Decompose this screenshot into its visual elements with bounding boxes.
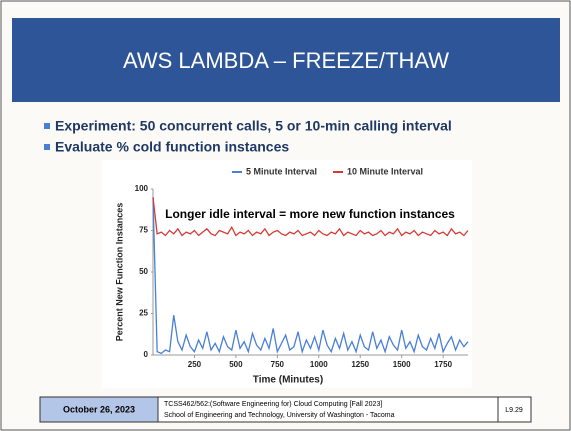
bullet-icon bbox=[44, 144, 50, 150]
footer-page: L9.29 bbox=[505, 407, 523, 414]
y-tick-label: 75 bbox=[139, 226, 148, 235]
x-tick-label: 750 bbox=[271, 360, 285, 369]
bullet: Evaluate % cold function instances bbox=[55, 139, 289, 155]
x-tick-label: 500 bbox=[229, 360, 243, 369]
x-tick-label: 1750 bbox=[434, 360, 452, 369]
x-tick-label: 1500 bbox=[393, 360, 411, 369]
y-tick-label: 0 bbox=[144, 350, 149, 359]
y-axis-label: Percent New Function Instances bbox=[114, 203, 124, 342]
x-tick-label: 1000 bbox=[310, 360, 328, 369]
x-axis-label: Time (Minutes) bbox=[253, 375, 323, 386]
slide-title: AWS LAMBDA – FREEZE/THAW bbox=[123, 48, 449, 73]
legend-label: 5 Minute Interval bbox=[246, 166, 317, 176]
legend-label: 10 Minute Interval bbox=[347, 166, 423, 176]
y-tick-label: 100 bbox=[135, 184, 149, 193]
chart-area bbox=[102, 160, 472, 388]
footer-course: TCSS462/562:(Software Engineering for) C… bbox=[164, 401, 382, 408]
y-tick-label: 50 bbox=[139, 267, 148, 276]
series-line bbox=[152, 197, 469, 355]
chart: 0 25 50 75 100 250 500 750 1000 1250 1500 1750 5 Min… bbox=[135, 166, 469, 369]
bullet-icon bbox=[44, 123, 50, 129]
series-line bbox=[152, 197, 469, 237]
title-bar bbox=[12, 18, 560, 102]
footer-page-box bbox=[497, 396, 532, 423]
x-tick-label: 250 bbox=[188, 360, 202, 369]
annotation: Longer idle interval = more new function… bbox=[165, 207, 455, 221]
footer-date: October 26, 2023 bbox=[63, 404, 135, 414]
footer-course: School of Engineering and Technology, Un… bbox=[164, 412, 395, 419]
bullet: Experiment: 50 concurrent calls, 5 or 10… bbox=[55, 118, 452, 134]
x-tick-label: 1250 bbox=[351, 360, 369, 369]
y-tick-label: 25 bbox=[139, 309, 148, 318]
